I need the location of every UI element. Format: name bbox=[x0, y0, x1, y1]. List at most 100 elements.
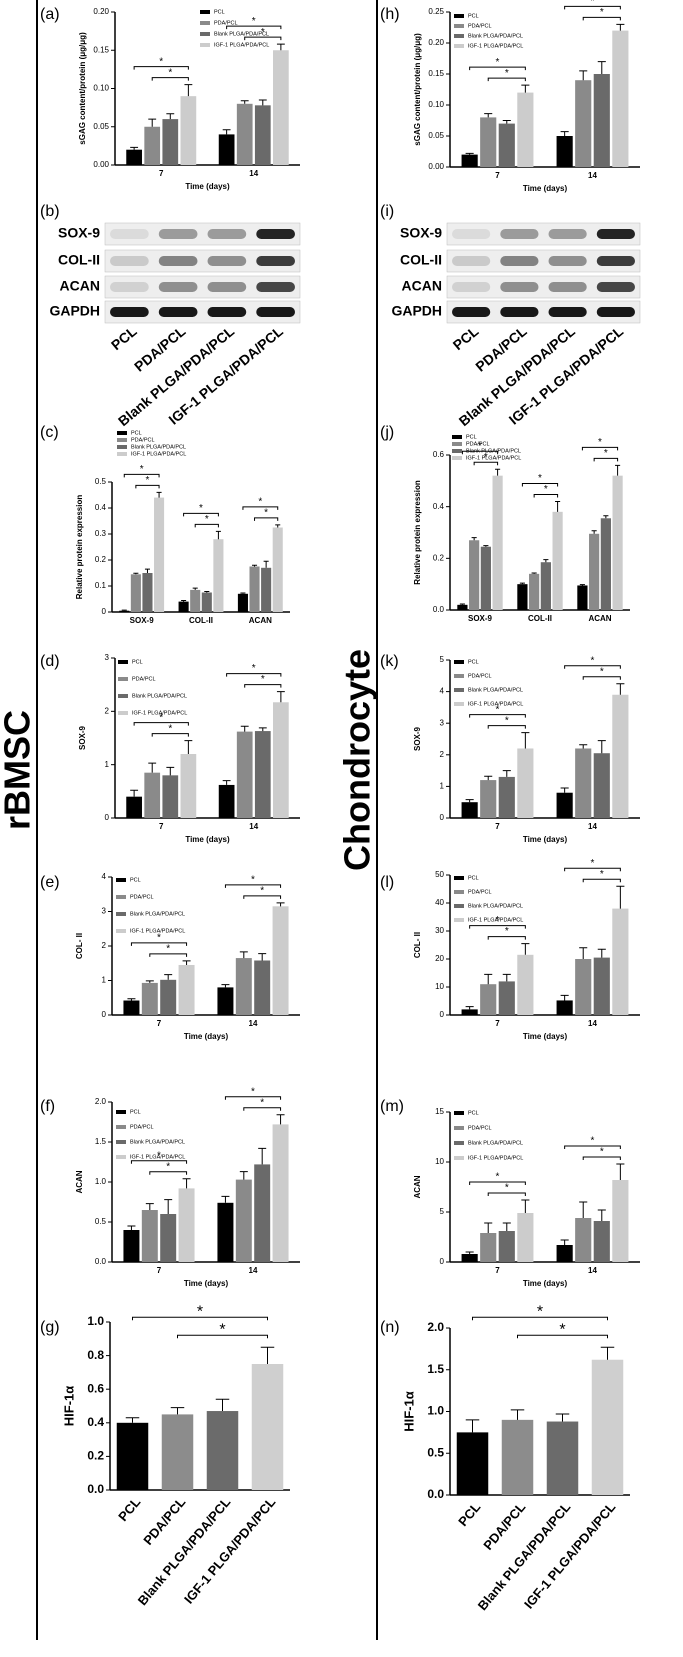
bar bbox=[556, 792, 573, 818]
significance-bracket bbox=[149, 953, 188, 957]
significance-bracket bbox=[461, 450, 499, 455]
panel-label: (j) bbox=[380, 424, 394, 441]
legend-label: IGF-1 PLGA/PDA/PCL bbox=[468, 701, 523, 707]
y-tick-label: 50 bbox=[435, 870, 444, 879]
y-tick-label: 0.0 bbox=[433, 605, 445, 614]
legend-swatch bbox=[116, 895, 126, 899]
x-tick-label: ACAN bbox=[588, 614, 611, 623]
legend-label: IGF-1 PLGA/PDA/PCL bbox=[131, 451, 186, 457]
blot-band bbox=[158, 282, 198, 292]
error-bar bbox=[591, 530, 597, 534]
y-tick-label: 2.0 bbox=[427, 1320, 444, 1334]
error-bar bbox=[156, 491, 162, 498]
blot-band bbox=[207, 282, 247, 292]
significance-bracket bbox=[582, 1156, 621, 1160]
bar bbox=[517, 584, 528, 610]
legend-swatch bbox=[454, 34, 464, 38]
x-axis-label: Time (days) bbox=[185, 835, 230, 844]
y-tick-label: 10 bbox=[435, 982, 444, 991]
bar bbox=[480, 546, 491, 610]
panel-label: (n) bbox=[380, 1319, 400, 1336]
error-bar bbox=[616, 885, 625, 909]
significance-bracket bbox=[521, 483, 559, 487]
blot-band bbox=[548, 256, 587, 266]
error-bar bbox=[616, 23, 625, 31]
y-tick-label: 10 bbox=[435, 1157, 444, 1166]
y-tick-label: 1 bbox=[102, 976, 107, 985]
legend-swatch bbox=[116, 1140, 126, 1144]
error-bar bbox=[560, 131, 569, 136]
error-bar bbox=[603, 515, 609, 519]
legend-swatch bbox=[454, 1111, 464, 1115]
bar bbox=[154, 497, 165, 612]
legend-label: PCL bbox=[468, 13, 479, 19]
significance-bracket bbox=[582, 878, 621, 883]
error-bar bbox=[531, 572, 537, 574]
legend-label: PDA/PCL bbox=[132, 676, 156, 682]
significance-bracket bbox=[194, 523, 219, 528]
significance-bracket bbox=[149, 1171, 188, 1175]
y-tick-label: 0.1 bbox=[95, 581, 107, 590]
significance-star: * bbox=[537, 1303, 543, 1320]
significance-star: * bbox=[600, 1147, 604, 1158]
legend-label: PCL bbox=[131, 430, 142, 436]
significance-bracket bbox=[517, 1334, 608, 1339]
bar bbox=[126, 796, 142, 818]
significance-star: * bbox=[157, 1150, 161, 1161]
y-tick-label: 2 bbox=[102, 941, 107, 950]
legend-swatch bbox=[116, 929, 126, 933]
bar bbox=[552, 511, 563, 610]
significance-star: * bbox=[166, 943, 170, 954]
x-tick-label: COL-II bbox=[528, 614, 552, 623]
bar bbox=[254, 731, 271, 818]
x-axis-label: Time (days) bbox=[185, 182, 230, 191]
significance-bracket bbox=[473, 461, 499, 466]
error-bar bbox=[144, 568, 150, 573]
bar bbox=[254, 960, 271, 1015]
legend-swatch bbox=[454, 1126, 464, 1130]
bar bbox=[575, 959, 592, 1015]
y-tick-label: 20 bbox=[435, 954, 444, 963]
significance-star: * bbox=[205, 514, 209, 525]
legend-swatch bbox=[454, 702, 464, 706]
x-tick-label: SOX-9 bbox=[468, 614, 493, 623]
legend-swatch bbox=[454, 904, 464, 908]
bar bbox=[480, 780, 497, 818]
significance-bracket bbox=[469, 66, 526, 71]
error-bar bbox=[276, 1114, 285, 1125]
bar bbox=[213, 539, 224, 612]
legend-label: Blank PLGA/PDA/PCL bbox=[130, 911, 185, 917]
legend-swatch bbox=[454, 688, 464, 692]
error-bar bbox=[465, 1419, 480, 1433]
legend-label: PDA/PCL bbox=[130, 1124, 154, 1130]
error-bar bbox=[252, 564, 258, 567]
significance-bracket bbox=[593, 457, 619, 462]
y-tick-label: 0 bbox=[440, 813, 445, 822]
significance-bracket bbox=[151, 733, 189, 737]
y-tick-label: 0.5 bbox=[427, 1445, 444, 1459]
error-bar bbox=[130, 789, 139, 797]
significance-bracket bbox=[564, 1145, 621, 1149]
y-tick-label: 0.10 bbox=[428, 100, 444, 109]
legend-label: IGF-1 PLGA/PDA/PCL bbox=[466, 455, 521, 461]
legend-label: PDA/PCL bbox=[214, 20, 238, 26]
panel-label: (h) bbox=[380, 6, 400, 23]
significance-star: * bbox=[252, 663, 256, 674]
y-tick-label: 1 bbox=[440, 782, 445, 791]
x-tick-label: 14 bbox=[249, 1266, 258, 1275]
legend-label: PDA/PCL bbox=[468, 673, 492, 679]
y-tick-label: 0.8 bbox=[87, 1348, 104, 1362]
x-tick-label: 14 bbox=[588, 1266, 597, 1275]
bar bbox=[206, 1411, 239, 1490]
y-tick-label: 2.0 bbox=[95, 1097, 107, 1106]
blot-band bbox=[452, 307, 491, 317]
x-tick-label: PDA/PCL bbox=[140, 1494, 188, 1547]
y-tick-label: 3 bbox=[105, 653, 110, 662]
bar bbox=[272, 527, 283, 612]
error-bar bbox=[221, 1195, 230, 1203]
panel-label: (d) bbox=[40, 653, 60, 670]
y-tick-label: 0.6 bbox=[87, 1381, 104, 1395]
error-bar bbox=[560, 1239, 569, 1245]
error-bar bbox=[170, 1407, 185, 1415]
significance-bracket bbox=[469, 1181, 526, 1185]
